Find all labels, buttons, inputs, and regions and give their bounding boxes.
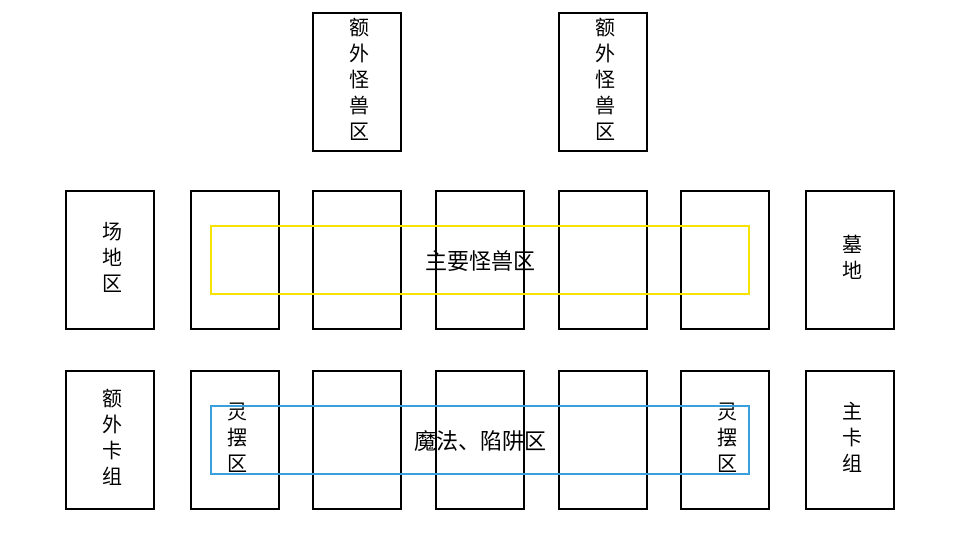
zone-label: 额外怪兽区 — [589, 17, 618, 147]
zone-label: 主卡组 — [836, 401, 865, 479]
zone-label: 额外怪兽区 — [343, 17, 372, 147]
zone-main-deck: 主卡组 — [805, 370, 895, 510]
zone-extra-monster-left: 额外怪兽区 — [312, 12, 402, 152]
zone-label: 墓地 — [836, 234, 865, 286]
overlay-main-monster: 主要怪兽区 — [210, 225, 750, 295]
overlay-label: 魔法、陷阱区 — [414, 424, 546, 456]
overlay-label: 主要怪兽区 — [425, 244, 535, 276]
zone-extra-deck: 额外卡组 — [65, 370, 155, 510]
zone-label: 场地区 — [96, 221, 125, 299]
zone-field: 场地区 — [65, 190, 155, 330]
zone-graveyard: 墓地 — [805, 190, 895, 330]
overlay-spell-trap: 魔法、陷阱区 — [210, 405, 750, 475]
zone-extra-monster-right: 额外怪兽区 — [558, 12, 648, 152]
zone-label: 额外卡组 — [96, 388, 125, 492]
